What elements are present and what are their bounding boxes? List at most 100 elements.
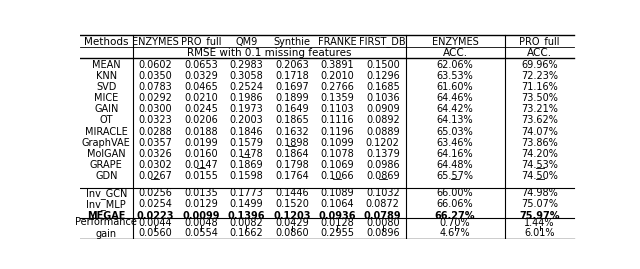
Text: 0.2063: 0.2063: [275, 60, 308, 70]
Text: 0.1899: 0.1899: [275, 93, 308, 103]
Text: 0.0080: 0.0080: [366, 218, 399, 228]
Text: 0.1846: 0.1846: [230, 127, 263, 137]
Text: 0.0986: 0.0986: [366, 160, 399, 170]
Text: 0.3058: 0.3058: [230, 71, 263, 81]
Text: 0.1396: 0.1396: [228, 211, 265, 221]
Text: 0.0554: 0.0554: [184, 228, 218, 238]
Text: 0.1064: 0.1064: [321, 199, 354, 209]
Text: 0.1296: 0.1296: [366, 71, 399, 81]
Text: 0.1379: 0.1379: [366, 149, 399, 159]
Text: 0.1632: 0.1632: [275, 127, 308, 137]
Text: 0.1478: 0.1478: [230, 149, 263, 159]
Text: 0.0210: 0.0210: [184, 93, 218, 103]
Text: 0.0653: 0.0653: [184, 60, 218, 70]
Text: 0.70%: 0.70%: [440, 218, 470, 228]
Text: 0.1798: 0.1798: [275, 160, 308, 170]
Text: 0.0860: 0.0860: [275, 228, 308, 238]
Text: 0.0267: 0.0267: [138, 171, 172, 181]
Text: FRANKE: FRANKE: [318, 37, 356, 47]
Text: 61.60%: 61.60%: [436, 82, 474, 92]
Text: MEAN: MEAN: [92, 60, 121, 70]
Text: FIRST_DB: FIRST_DB: [360, 36, 406, 47]
Text: 0.2524: 0.2524: [229, 82, 263, 92]
Text: PRO_full: PRO_full: [519, 36, 560, 47]
Text: 0.1869: 0.1869: [230, 160, 263, 170]
Text: 63.46%: 63.46%: [436, 138, 474, 148]
Text: 73.86%: 73.86%: [521, 138, 558, 148]
Text: 0.0199: 0.0199: [184, 138, 218, 148]
Text: 0.1579: 0.1579: [229, 138, 263, 148]
Text: 0.0128: 0.0128: [321, 218, 354, 228]
Text: 66.27%: 66.27%: [435, 211, 476, 221]
Text: 0.1500: 0.1500: [366, 60, 399, 70]
Text: 65.57%: 65.57%: [436, 171, 474, 181]
Text: 0.0082: 0.0082: [230, 218, 263, 228]
Text: 0.0206: 0.0206: [184, 115, 218, 125]
Text: 72.23%: 72.23%: [521, 71, 558, 81]
Text: Methods: Methods: [84, 37, 129, 47]
Text: 0.0329: 0.0329: [184, 71, 218, 81]
Text: 0.1773: 0.1773: [229, 188, 263, 198]
Text: 0.1359: 0.1359: [321, 93, 354, 103]
Text: QM9: QM9: [236, 37, 257, 47]
Text: 66.00%: 66.00%: [436, 188, 474, 198]
Text: 62.06%: 62.06%: [436, 60, 474, 70]
Text: 75.07%: 75.07%: [521, 199, 558, 209]
Text: 0.1718: 0.1718: [275, 71, 308, 81]
Text: 0.0896: 0.0896: [366, 228, 399, 238]
Text: 64.42%: 64.42%: [436, 104, 474, 114]
Text: 0.1685: 0.1685: [366, 82, 399, 92]
Text: 0.0892: 0.0892: [366, 115, 399, 125]
Text: 0.0048: 0.0048: [184, 218, 218, 228]
Text: 0.3891: 0.3891: [321, 60, 354, 70]
Text: 0.1986: 0.1986: [230, 93, 263, 103]
Text: 0.0256: 0.0256: [138, 188, 172, 198]
Text: SVD: SVD: [96, 82, 116, 92]
Text: 0.1865: 0.1865: [275, 115, 308, 125]
Text: 0.1662: 0.1662: [230, 228, 263, 238]
Text: 65.03%: 65.03%: [436, 127, 474, 137]
Text: 0.0350: 0.0350: [138, 71, 172, 81]
Text: 0.0245: 0.0245: [184, 104, 218, 114]
Text: 0.1202: 0.1202: [366, 138, 400, 148]
Text: 0.1203: 0.1203: [273, 211, 310, 221]
Text: 0.1032: 0.1032: [366, 188, 399, 198]
Text: 0.1069: 0.1069: [321, 160, 354, 170]
Text: 64.13%: 64.13%: [436, 115, 474, 125]
Text: 0.0936: 0.0936: [319, 211, 356, 221]
Text: 0.0223: 0.0223: [137, 211, 174, 221]
Text: 0.0789: 0.0789: [364, 211, 401, 221]
Text: 0.0044: 0.0044: [139, 218, 172, 228]
Text: 0.2010: 0.2010: [321, 71, 354, 81]
Text: ACC.: ACC.: [527, 48, 552, 58]
Text: 0.0560: 0.0560: [138, 228, 172, 238]
Text: ENZYMES: ENZYMES: [132, 37, 179, 47]
Text: 64.16%: 64.16%: [436, 149, 474, 159]
Text: 0.1649: 0.1649: [275, 104, 308, 114]
Text: 0.1499: 0.1499: [230, 199, 263, 209]
Text: ACC.: ACC.: [442, 48, 468, 58]
Text: GAIN: GAIN: [94, 104, 118, 114]
Text: 73.21%: 73.21%: [521, 104, 558, 114]
Text: 0.1864: 0.1864: [275, 149, 308, 159]
Text: 0.0783: 0.0783: [138, 82, 172, 92]
Text: 0.2983: 0.2983: [230, 60, 263, 70]
Text: gain: gain: [96, 229, 117, 239]
Text: 0.1066: 0.1066: [321, 171, 354, 181]
Text: 0.0147: 0.0147: [184, 160, 218, 170]
Text: 0.1898: 0.1898: [275, 138, 308, 148]
Text: 0.1078: 0.1078: [321, 149, 354, 159]
Text: ENZYMES: ENZYMES: [432, 37, 479, 47]
Text: 0.1598: 0.1598: [230, 171, 263, 181]
Text: 0.2003: 0.2003: [230, 115, 263, 125]
Text: 71.16%: 71.16%: [521, 82, 558, 92]
Text: 0.1520: 0.1520: [275, 199, 308, 209]
Text: 73.62%: 73.62%: [521, 115, 558, 125]
Text: Performance: Performance: [76, 217, 138, 228]
Text: 1.44%: 1.44%: [524, 218, 555, 228]
Text: 0.1099: 0.1099: [321, 138, 354, 148]
Text: 0.1973: 0.1973: [230, 104, 263, 114]
Text: 74.20%: 74.20%: [521, 149, 558, 159]
Text: 74.07%: 74.07%: [521, 127, 558, 137]
Text: 64.48%: 64.48%: [436, 160, 474, 170]
